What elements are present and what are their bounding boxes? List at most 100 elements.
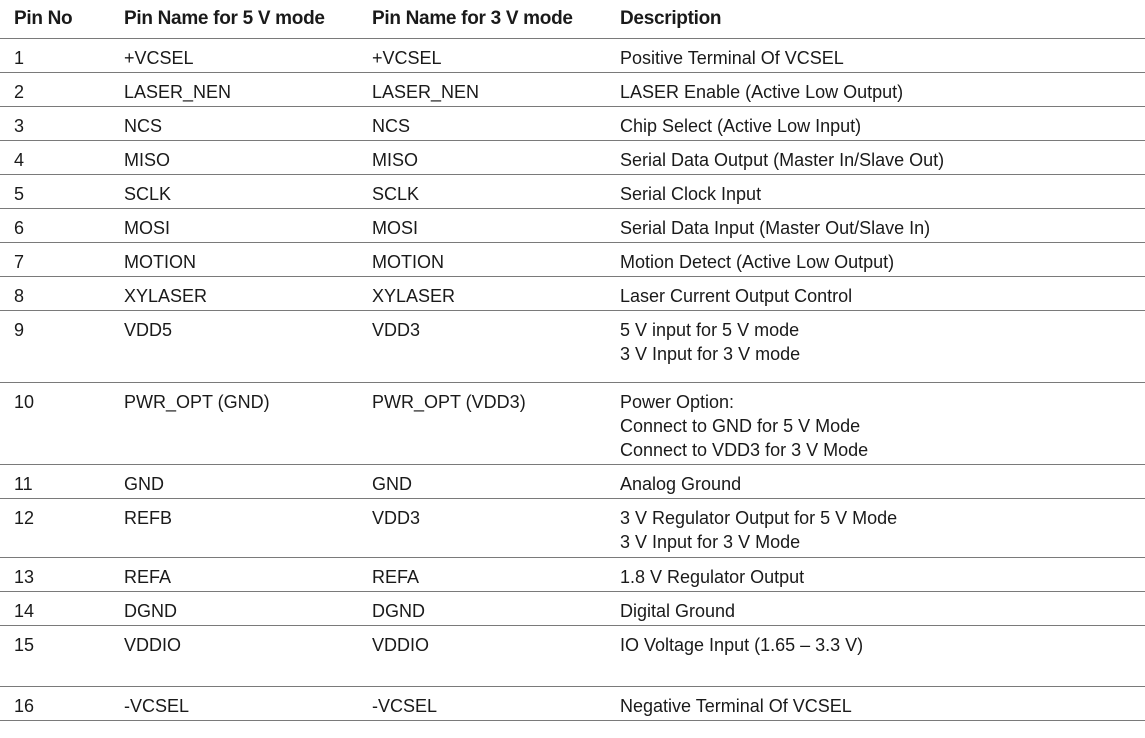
cell-pin-name-3v: XYLASER <box>372 285 456 306</box>
cell-pin-name-3v: NCS <box>372 115 411 136</box>
cell-description: LASER Enable (Active Low Output) <box>606 72 1145 106</box>
table-row: 4 MISO MISO Serial Data Output (Master In/S… <box>0 140 1145 174</box>
cell-pin-name-3v: REFA <box>372 566 420 587</box>
cell-pin-name-5v: VDDIO <box>124 634 182 655</box>
description-line: 3 V Regulator Output for 5 V Mode <box>620 507 898 528</box>
cell-pin-name-5v: NCS <box>124 115 163 136</box>
cell-pin-no: 7 <box>14 251 25 272</box>
header-pin-name-3v: Pin Name for 3 V mode <box>372 7 573 29</box>
cell-description: 3 V Regulator Output for 5 V Mode 3 V Inp… <box>606 498 1145 557</box>
cell-pin-name-5v: GND <box>124 473 164 494</box>
cell-description: Serial Clock Input <box>606 174 1145 208</box>
cell-pin-name-5v: -VCSEL <box>124 695 190 716</box>
table-row: 10 PWR_OPT (GND) PWR_OPT (VDD3) Power Optio… <box>0 382 1145 464</box>
description-line: LASER Enable (Active Low Output) <box>620 81 904 102</box>
cell-pin-no: 3 <box>14 115 25 136</box>
description-line: 1.8 V Regulator Output <box>620 566 805 587</box>
cell-pin-no: 16 <box>14 695 35 716</box>
cell-pin-name-3v: MOTION <box>372 251 444 272</box>
cell-pin-no: 6 <box>14 217 25 238</box>
table-row: 12 REFB VDD3 3 V Regulator Output for 5 V M… <box>0 498 1145 557</box>
description-line: Negative Terminal Of VCSEL <box>620 695 852 716</box>
cell-description: Laser Current Output Control <box>606 276 1145 310</box>
cell-pin-name-5v: SCLK <box>124 183 172 204</box>
cell-pin-name-3v: VDDIO <box>372 634 430 655</box>
pin-table: Pin No Pin Name for 5 V mode Pin Name fo… <box>0 0 1145 720</box>
cell-pin-no: 12 <box>14 507 35 528</box>
cell-description: Chip Select (Active Low Input) <box>606 106 1145 140</box>
cell-pin-name-5v: DGND <box>124 600 177 621</box>
header-pin-no: Pin No <box>14 7 73 29</box>
cell-pin-no: 8 <box>14 285 25 306</box>
cell-description: Power Option: Connect to GND for 5 V Mode… <box>606 382 1145 464</box>
cell-pin-name-5v: MOSI <box>124 217 171 238</box>
cell-pin-no: 2 <box>14 81 25 102</box>
cell-description: Digital Ground <box>606 591 1145 625</box>
cell-pin-no: 1 <box>14 47 25 68</box>
table-row: 2 LASER_NEN LASER_NEN LASER Enable (Active … <box>0 72 1145 106</box>
description-line: 5 V input for 5 V mode <box>620 319 800 340</box>
cell-description: IO Voltage Input (1.65 – 3.3 V) <box>606 625 1145 686</box>
table-row: 5 SCLK SCLK Serial Clock Input <box>0 174 1145 208</box>
cell-description: Serial Data Output (Master In/Slave Out) <box>606 140 1145 174</box>
cell-pin-name-5v: XYLASER <box>124 285 208 306</box>
cell-pin-name-5v: REFA <box>124 566 172 587</box>
cell-pin-no: 4 <box>14 149 25 170</box>
description-line: Serial Data Output (Master In/Slave Out) <box>620 149 945 170</box>
cell-description: Motion Detect (Active Low Output) <box>606 242 1145 276</box>
cell-description: Analog Ground <box>606 464 1145 498</box>
cell-pin-no: 9 <box>14 319 25 340</box>
cell-pin-no: 11 <box>14 473 33 494</box>
cell-pin-name-3v: +VCSEL <box>372 47 442 68</box>
cell-pin-no: 14 <box>14 600 35 621</box>
header-pin-name-5v: Pin Name for 5 V mode <box>124 7 325 29</box>
table-header-row: Pin No Pin Name for 5 V mode Pin Name fo… <box>0 0 1145 38</box>
description-line: Analog Ground <box>620 473 742 494</box>
cell-description: Negative Terminal Of VCSEL <box>606 686 1145 720</box>
description-line: Power Option: <box>620 391 735 412</box>
table-row: 8 XYLASER XYLASER Laser Current Output Cont… <box>0 276 1145 310</box>
cell-pin-name-3v: MOSI <box>372 217 419 238</box>
description-line: Connect to VDD3 for 3 V Mode <box>620 439 869 460</box>
description-line: Chip Select (Active Low Input) <box>620 115 862 136</box>
description-line: Positive Terminal Of VCSEL <box>620 47 844 68</box>
description-line: Connect to GND for 5 V Mode <box>620 415 861 436</box>
cell-pin-name-3v: MISO <box>372 149 419 170</box>
cell-description: 5 V input for 5 V mode 3 V Input for 3 V … <box>606 310 1145 382</box>
table-row: 16 -VCSEL -VCSEL Negative Terminal Of VCSEL <box>0 686 1145 720</box>
table-row: 7 MOTION MOTION Motion Detect (Active Low O… <box>0 242 1145 276</box>
cell-pin-name-3v: VDD3 <box>372 507 421 528</box>
description-line: IO Voltage Input (1.65 – 3.3 V) <box>620 634 864 655</box>
table-row: 11 GND GND Analog Ground <box>0 464 1145 498</box>
description-line: Serial Clock Input <box>620 183 762 204</box>
cell-description: Serial Data Input (Master Out/Slave In) <box>606 208 1145 242</box>
description-line: 3 V Input for 3 V Mode <box>620 531 801 552</box>
description-line: Serial Data Input (Master Out/Slave In) <box>620 217 931 238</box>
cell-pin-name-3v: PWR_OPT (VDD3) <box>372 391 526 412</box>
cell-pin-name-3v: LASER_NEN <box>372 81 480 102</box>
cell-pin-name-5v: LASER_NEN <box>124 81 232 102</box>
cell-description: 1.8 V Regulator Output <box>606 557 1145 591</box>
description-line: Motion Detect (Active Low Output) <box>620 251 895 272</box>
table-row: 15 VDDIO VDDIO IO Voltage Input (1.65 – 3.3… <box>0 625 1145 686</box>
description-line: Digital Ground <box>620 600 736 621</box>
cell-pin-name-5v: MOTION <box>124 251 196 272</box>
header-description: Description <box>620 7 722 29</box>
cell-pin-name-5v: MISO <box>124 149 171 170</box>
cell-pin-name-5v: +VCSEL <box>124 47 194 68</box>
cell-pin-name-3v: GND <box>372 473 412 494</box>
cell-pin-no: 15 <box>14 634 35 655</box>
cell-pin-name-5v: VDD5 <box>124 319 173 340</box>
cell-pin-name-3v: DGND <box>372 600 425 621</box>
description-line: 3 V Input for 3 V mode <box>620 343 801 364</box>
table-row: 1 +VCSEL +VCSEL Positive Terminal Of VCSEL <box>0 38 1145 72</box>
cell-pin-name-3v: SCLK <box>372 183 420 204</box>
table-body: 1 +VCSEL +VCSEL Positive Terminal Of VCSEL 2… <box>0 38 1145 720</box>
table-row: 9 VDD5 VDD3 5 V input for 5 V mode 3 V Input… <box>0 310 1145 382</box>
cell-description: Positive Terminal Of VCSEL <box>606 38 1145 72</box>
description-line: Laser Current Output Control <box>620 285 853 306</box>
pin-table-container: Pin No Pin Name for 5 V mode Pin Name fo… <box>0 0 1145 720</box>
cell-pin-name-3v: -VCSEL <box>372 695 438 716</box>
table-row: 6 MOSI MOSI Serial Data Input (Master Out/S… <box>0 208 1145 242</box>
table-row: 14 DGND DGND Digital Ground <box>0 591 1145 625</box>
